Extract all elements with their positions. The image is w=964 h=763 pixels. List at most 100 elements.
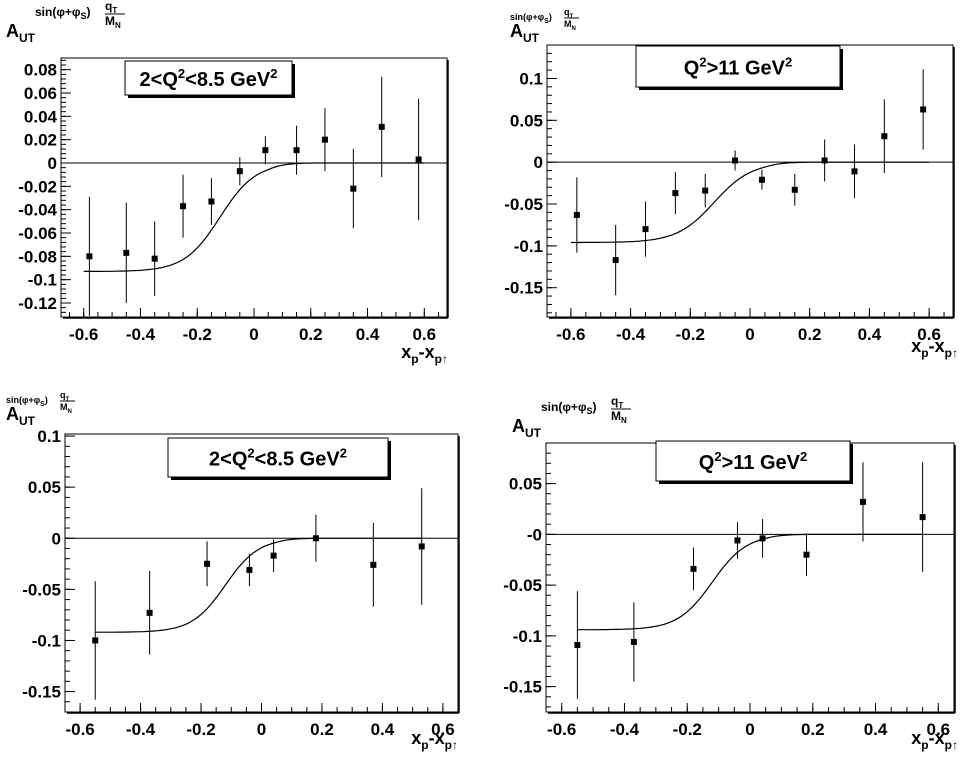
data-point-4 [734, 537, 741, 544]
data-point-4 [246, 566, 253, 573]
data-point-7 [859, 498, 866, 505]
y-tick-label: -0.05 [22, 580, 61, 599]
y-axis-label: AUT [510, 21, 540, 45]
y-tick-label: -0.1 [28, 271, 57, 290]
fit-curve [577, 533, 923, 631]
y-tick-label: -0.1 [514, 237, 543, 256]
data-point-5 [702, 187, 709, 194]
x-tick-label: 0.4 [864, 720, 888, 739]
data-point-6 [732, 157, 739, 164]
title-box [124, 60, 293, 96]
y-tick-label: 0.04 [24, 107, 58, 126]
fit-curve [570, 161, 930, 244]
title-box [655, 440, 851, 482]
x-tick-label: -0.2 [676, 325, 705, 344]
y-label-frac-den: MN [564, 19, 576, 32]
x-tick-label: 0.4 [858, 325, 882, 344]
y-tick-label: 0.02 [24, 131, 57, 150]
y-tick-label: 0.05 [509, 475, 542, 494]
data-point-2 [123, 249, 130, 256]
y-tick-label: 0.1 [519, 69, 543, 88]
x-tick-label: -0.2 [186, 720, 215, 739]
data-point-9 [321, 136, 328, 143]
chart-panel-top-left: -0.6 -0.4 -0.2 0 0.2 0.4 0.6 -0.12 -0.1 -0.08 -0.0… [6, 0, 449, 366]
x-axis-label: xp-xp↑ [411, 728, 458, 752]
x-tick-label: 0.2 [310, 720, 334, 739]
y-label-modulation: sin(φ+φS) [35, 5, 91, 21]
data-point-8 [791, 186, 798, 193]
x-axis-label: xp-xp↑ [911, 336, 958, 360]
chart-panel-bottom-right: -0.6 -0.4 -0.2 0 0.2 0.4 0.6 -0.15 -0.1 -0.05 -0 0.… [503, 394, 958, 752]
x-tick-label: -0.4 [126, 720, 156, 739]
chart-title: Q2>11 GeV2 [699, 449, 807, 474]
y-tick-label: 0.05 [28, 478, 61, 497]
x-tick-label: 0.6 [431, 720, 455, 739]
y-label-frac-num: qT [564, 7, 574, 20]
y-tick-label: 0 [48, 154, 57, 173]
data-point-8 [293, 147, 300, 154]
y-label-modulation: sin(φ+φS) [6, 395, 48, 408]
x-tick-label: -0.6 [65, 720, 94, 739]
title-box [635, 45, 841, 88]
data-point-2 [612, 257, 619, 264]
data-point-9 [821, 157, 828, 164]
y-tick-label: -0.08 [18, 247, 57, 266]
y-tick-label: 0.08 [24, 61, 57, 80]
x-axis-label: xp-xp↑ [401, 342, 448, 366]
y-label-frac-num: qT [105, 0, 117, 15]
x-tick-label: 0.2 [299, 325, 323, 344]
x-tick-label: 0.6 [926, 720, 950, 739]
data-point-6 [236, 168, 243, 175]
data-point-5 [759, 535, 766, 542]
y-label-frac-den: MN [105, 14, 121, 30]
chart-panel-bottom-left: -0.6 -0.4 -0.2 0 0.2 0.4 0.6 -0.15 -0.1 -0.05 0 0.0… [6, 390, 460, 752]
data-point-1 [574, 642, 581, 649]
y-axis-label: AUT [6, 404, 36, 428]
data-point-3 [690, 565, 697, 572]
data-point-5 [270, 552, 277, 559]
data-point-4 [672, 190, 679, 197]
y-tick-label: -0.15 [504, 279, 543, 298]
fit-curve [95, 537, 422, 633]
chart-title: Q2>11 GeV2 [684, 55, 792, 80]
y-tick-label: 0.1 [37, 427, 61, 446]
y-tick-label: -0.05 [503, 576, 542, 595]
y-tick-label: -0.15 [503, 678, 542, 697]
data-point-11 [378, 123, 385, 130]
data-point-2 [630, 638, 637, 645]
y-tick-label: 0 [52, 529, 61, 548]
x-tick-label: 0.4 [371, 720, 395, 739]
y-label-frac-den: MN [611, 409, 627, 425]
data-point-3 [151, 255, 158, 262]
data-point-6 [312, 535, 319, 542]
data-point-3 [204, 560, 211, 567]
y-tick-label: -0.15 [22, 683, 61, 702]
y-label-frac-den: MN [60, 402, 72, 415]
x-tick-label: 0 [745, 325, 754, 344]
x-axis-label: xp-xp↑ [911, 728, 958, 752]
y-tick-label: -0.12 [18, 294, 57, 313]
y-tick-label: -0.06 [18, 224, 57, 243]
fit-curve [83, 162, 425, 272]
x-tick-label: -0.6 [69, 325, 98, 344]
y-axis-label: AUT [6, 21, 36, 45]
x-tick-label: 0.6 [917, 325, 941, 344]
x-tick-label: 0.2 [801, 720, 825, 739]
data-point-8 [418, 543, 425, 550]
y-tick-label: -0.04 [18, 201, 57, 220]
y-tick-label: -0.05 [504, 195, 543, 214]
y-tick-label: 0.05 [510, 111, 543, 130]
data-point-12 [920, 106, 927, 113]
chart-panel-top-right: -0.6 -0.4 -0.2 0 0.2 0.4 0.6 -0.15 -0.1 -0.05 0 0.0… [504, 7, 958, 360]
y-label-frac-num: qT [60, 390, 70, 403]
y-label-modulation: sin(φ+φS) [510, 12, 552, 25]
data-point-2 [146, 609, 153, 616]
data-point-7 [758, 176, 765, 183]
data-point-1 [573, 211, 580, 218]
x-tick-label: 0 [249, 325, 258, 344]
x-tick-label: 0 [745, 720, 754, 739]
x-tick-label: -0.6 [556, 325, 585, 344]
x-tick-label: -0.2 [183, 325, 212, 344]
x-tick-label: -0.6 [547, 720, 576, 739]
